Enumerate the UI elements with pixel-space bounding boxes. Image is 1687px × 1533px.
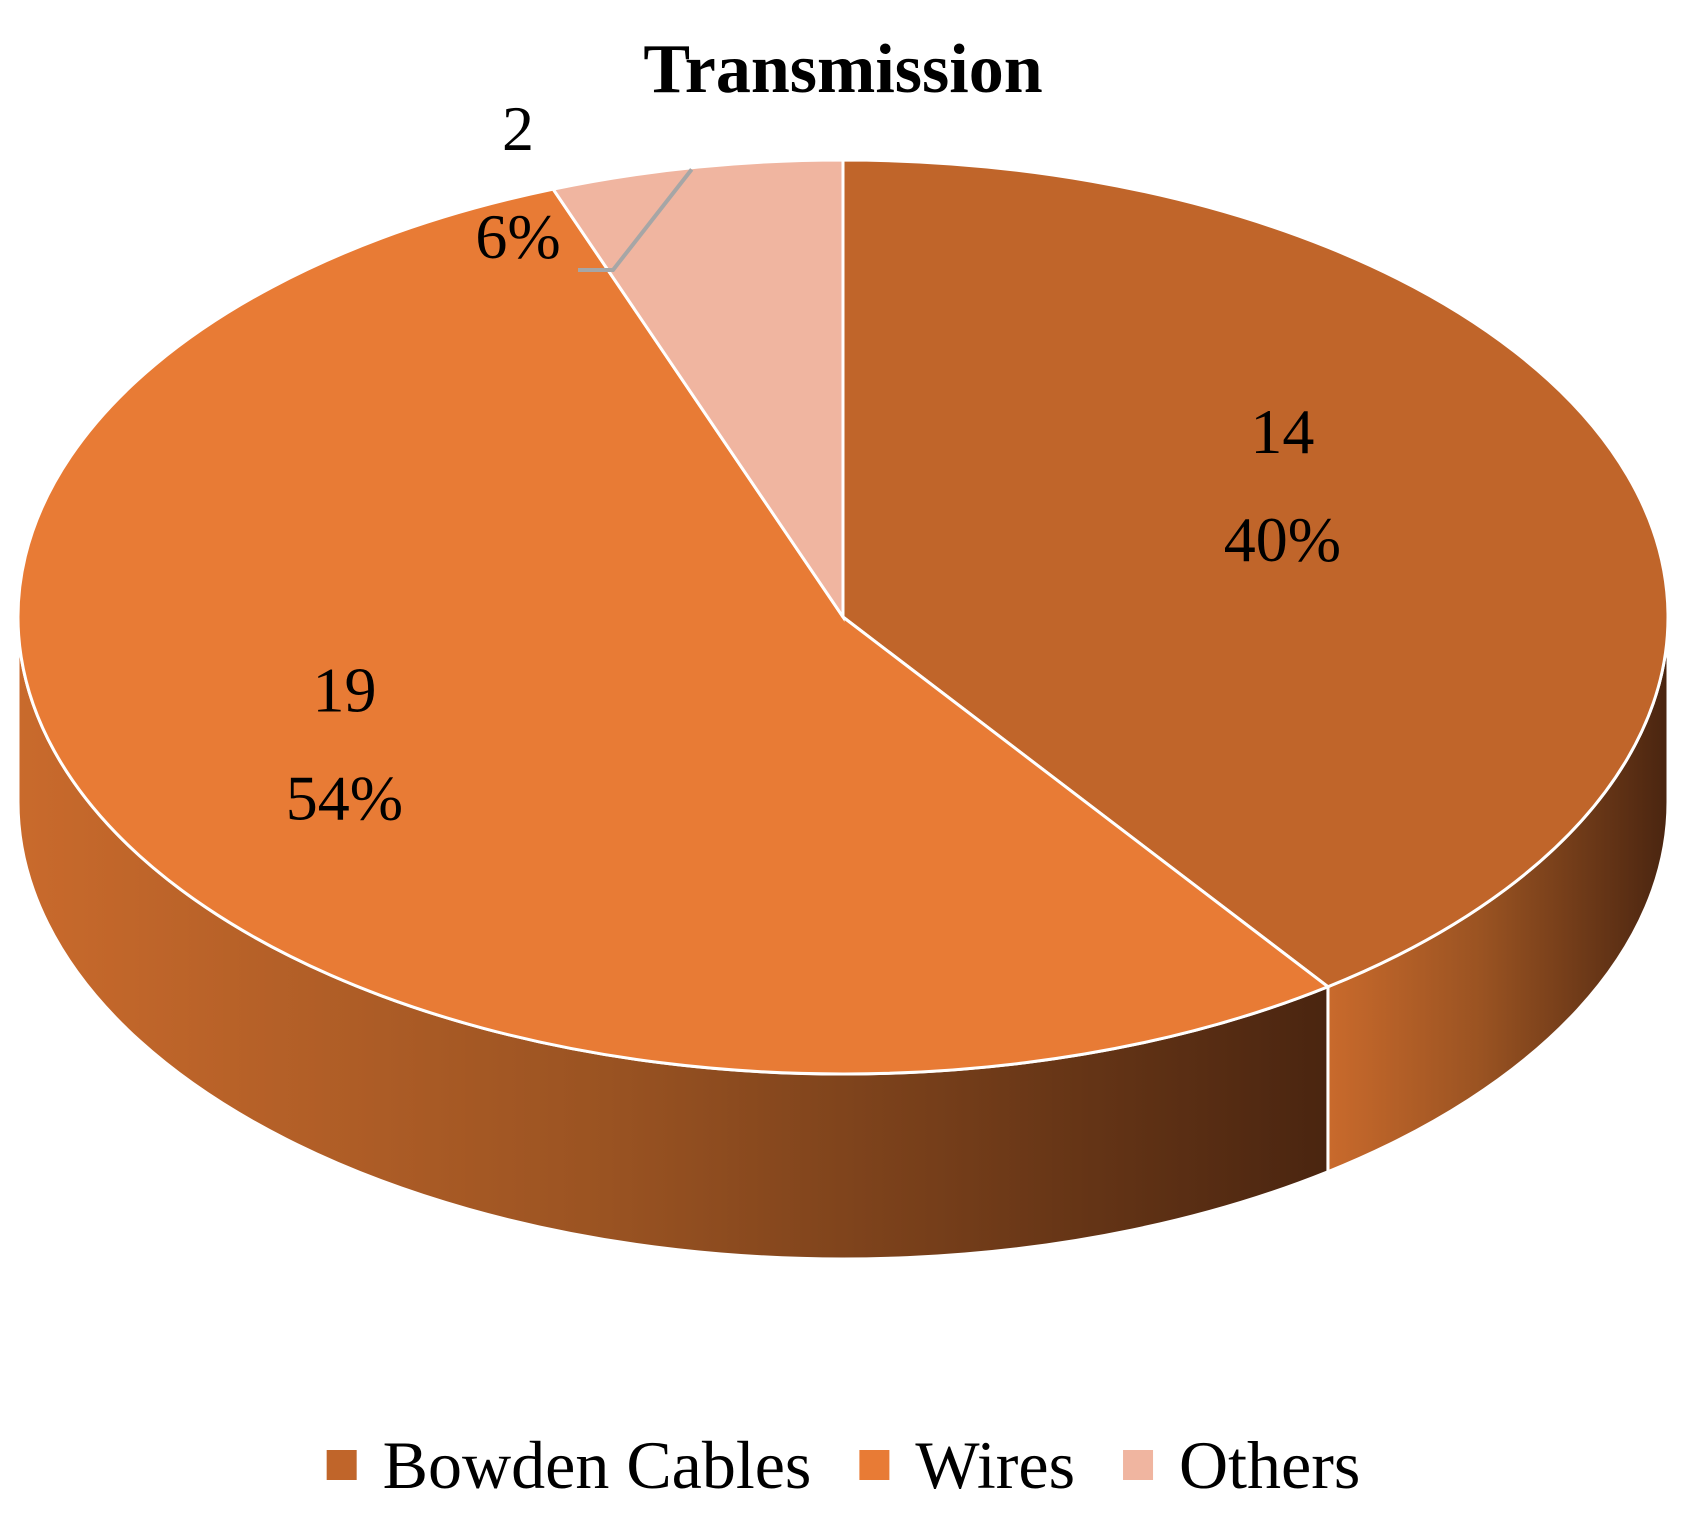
legend-label-others: Others bbox=[1179, 1427, 1360, 1503]
pie-slices bbox=[16, 158, 1670, 1076]
chart-title: Transmission bbox=[643, 31, 1042, 108]
legend-swatch-wires bbox=[859, 1450, 890, 1480]
legend-swatch-others bbox=[1123, 1450, 1154, 1480]
legend-label-wires: Wires bbox=[915, 1427, 1075, 1503]
pie-labels: 14 40% 19 54% 2 6% bbox=[286, 93, 1341, 833]
data-label-percent-bowden-cables: 40% bbox=[1224, 504, 1341, 575]
legend-swatch-bowden-cables bbox=[326, 1450, 357, 1480]
pie-slice-bowden-cables bbox=[841, 158, 1670, 989]
data-label-percent-others: 6% bbox=[475, 201, 560, 272]
leader-line-others bbox=[578, 168, 694, 272]
data-label-value-bowden-cables: 14 bbox=[1250, 396, 1314, 467]
legend-label-bowden-cables: Bowden Cables bbox=[383, 1427, 812, 1503]
pie-slice-wires bbox=[16, 187, 1331, 1076]
data-label-percent-wires: 54% bbox=[286, 762, 403, 833]
pie-slice-others bbox=[550, 158, 845, 622]
data-label-value-wires: 19 bbox=[312, 654, 376, 725]
legend: Bowden Cables Wires Others bbox=[326, 1427, 1360, 1503]
data-label-value-others: 2 bbox=[502, 93, 534, 164]
